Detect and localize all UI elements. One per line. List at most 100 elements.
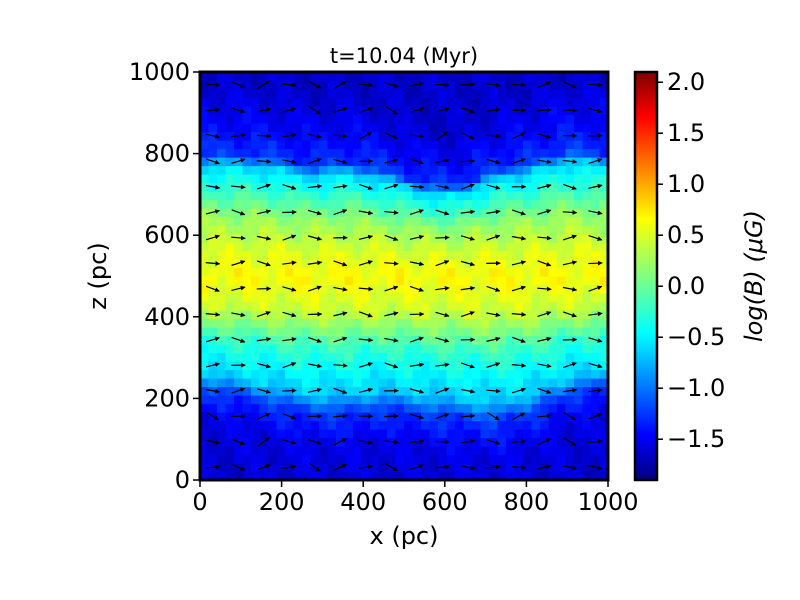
heatmap-cell (497, 420, 507, 430)
heatmap-cell (523, 344, 533, 354)
heatmap-cell (293, 242, 303, 252)
field-vector (562, 234, 577, 241)
heatmap-cell (497, 208, 507, 218)
heatmap-cell (540, 165, 550, 175)
heatmap-cell (268, 318, 278, 328)
heatmap-cell (327, 157, 337, 167)
heatmap-cell (395, 199, 405, 209)
heatmap-cell (200, 463, 210, 473)
heatmap-cell (565, 148, 575, 158)
heatmap-cell (582, 131, 592, 141)
heatmap-cell (429, 395, 439, 405)
heatmap-cell (523, 233, 533, 243)
heatmap-cell (344, 420, 354, 430)
heatmap-cell (361, 148, 371, 158)
heatmap-cell (344, 395, 354, 405)
heatmap-cell (497, 148, 507, 158)
heatmap-cell (455, 352, 465, 362)
heatmap-cell (514, 471, 524, 480)
field-vector (384, 210, 399, 215)
colorbar (633, 70, 659, 482)
colorbar-tick-label: 2.0 (667, 68, 705, 96)
heatmap-cell (557, 165, 567, 175)
heatmap-cell (463, 369, 473, 379)
heatmap-cell (353, 165, 363, 175)
field-vector (384, 183, 399, 190)
heatmap-cell (480, 174, 490, 184)
heatmap-cell (285, 352, 295, 362)
field-vector (511, 439, 527, 444)
heatmap-cell (497, 80, 507, 90)
heatmap-cell (344, 471, 354, 480)
heatmap-cell (310, 123, 320, 133)
heatmap-cell (370, 327, 380, 337)
heatmap-cell (251, 267, 261, 277)
heatmap-cell (217, 140, 227, 150)
heatmap-cell (200, 157, 210, 167)
field-vector (256, 183, 271, 190)
heatmap-cell (480, 72, 490, 82)
heatmap-cell (506, 301, 516, 311)
heatmap-cell (353, 293, 363, 303)
heatmap-cell (472, 89, 482, 99)
heatmap-cell (268, 157, 278, 167)
heatmap-cell (523, 437, 533, 447)
heatmap-cell (548, 293, 558, 303)
heatmap-cell (472, 352, 482, 362)
heatmap-cell (599, 386, 608, 396)
heatmap-cell (293, 97, 303, 107)
heatmap-cell (234, 293, 244, 303)
heatmap-cell (565, 429, 575, 439)
heatmap-cell (557, 182, 567, 192)
heatmap-cell (599, 446, 608, 456)
heatmap-cell (497, 284, 507, 294)
heatmap-cell (429, 446, 439, 456)
heatmap-cell (489, 403, 499, 413)
heatmap-cell (361, 293, 371, 303)
heatmap-cell (293, 412, 303, 422)
heatmap-cell (446, 89, 456, 99)
heatmap-cell (361, 191, 371, 201)
heatmap-cell (200, 378, 210, 388)
heatmap-cell (582, 97, 592, 107)
heatmap-cell (395, 446, 405, 456)
heatmap-cell (319, 140, 329, 150)
heatmap-cell (480, 335, 490, 345)
heatmap-cell (540, 446, 550, 456)
heatmap-cell (242, 318, 252, 328)
heatmap-cell (591, 250, 601, 260)
heatmap-cell (506, 233, 516, 243)
heatmap-cell (429, 335, 439, 345)
heatmap-cell (234, 216, 244, 226)
heatmap-cell (378, 148, 388, 158)
heatmap-cell (429, 182, 439, 192)
heatmap-cell (472, 148, 482, 158)
field-vector (282, 159, 297, 165)
heatmap-cell (285, 301, 295, 311)
heatmap-cell (259, 395, 269, 405)
field-vector (307, 387, 323, 393)
field-vector (231, 209, 246, 216)
heatmap-cell (378, 182, 388, 192)
heatmap-cell (344, 174, 354, 184)
heatmap-cell (319, 199, 329, 209)
heatmap-cell (455, 446, 465, 456)
heatmap-cell (472, 420, 482, 430)
field-vector (486, 336, 501, 342)
heatmap-cell (591, 352, 601, 362)
heatmap-cell (531, 276, 541, 286)
field-vector (511, 312, 527, 317)
heatmap-cell (336, 293, 346, 303)
heatmap-cell (268, 463, 278, 473)
heatmap-cell (370, 259, 380, 269)
heatmap-cell (251, 89, 261, 99)
heatmap-cell (523, 250, 533, 260)
heatmap-cell (268, 72, 278, 82)
heatmap-cell (259, 199, 269, 209)
heatmap-cell (225, 199, 235, 209)
heatmap-cell (378, 97, 388, 107)
heatmap-cell (421, 157, 431, 167)
heatmap-cell (540, 123, 550, 133)
heatmap-cell (302, 361, 312, 371)
heatmap-cell (361, 123, 371, 133)
